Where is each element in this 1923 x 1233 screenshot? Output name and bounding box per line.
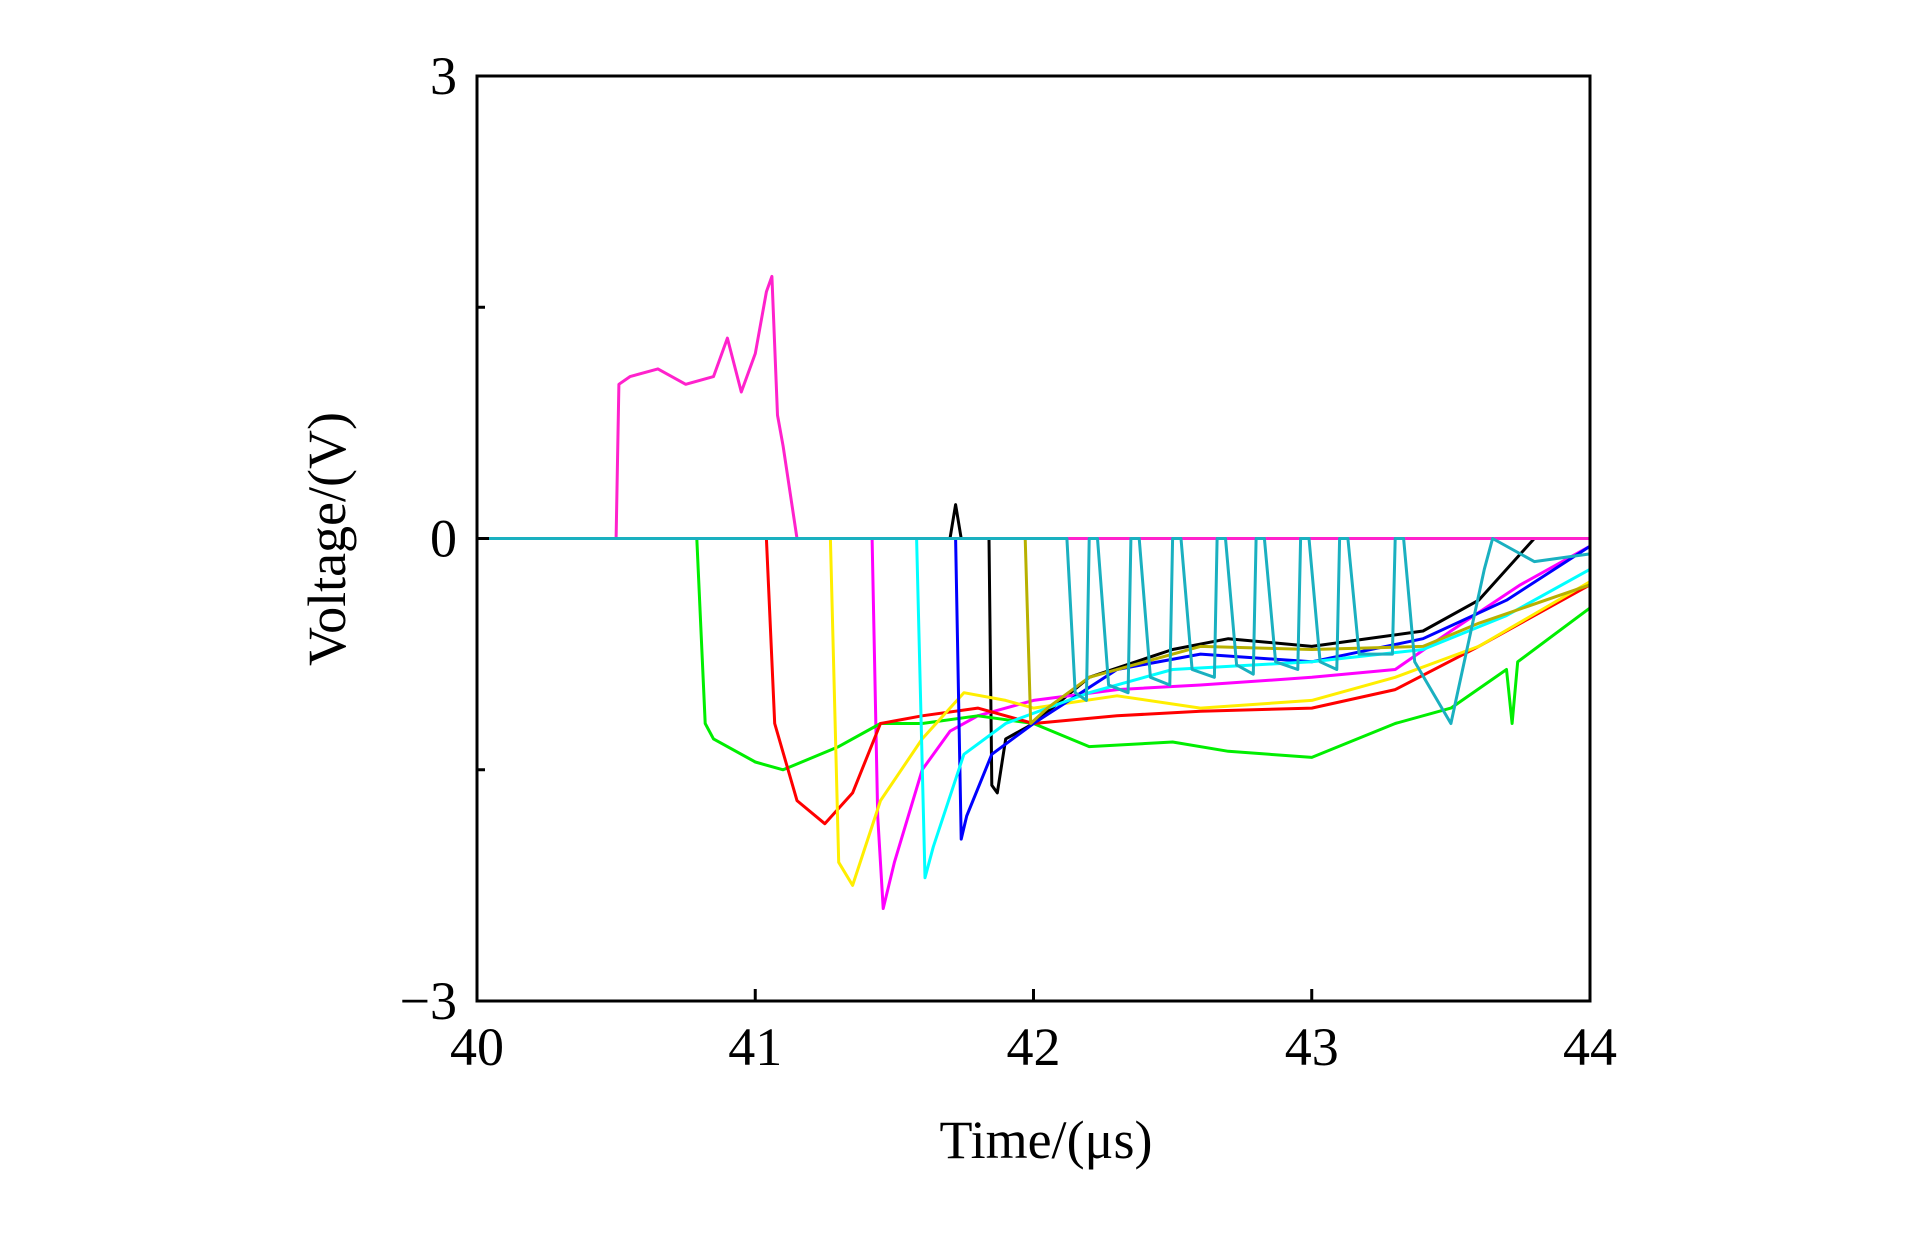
x-tick-label: 40: [450, 1017, 504, 1077]
y-tick-label: −3: [400, 971, 457, 1031]
data-line: [477, 537, 1591, 887]
y-tick-label: 3: [430, 46, 457, 106]
data-line: [477, 274, 1590, 540]
x-tick-label: 43: [1285, 1017, 1339, 1077]
x-tick-label: 41: [728, 1017, 782, 1077]
y-tick-label: 0: [430, 509, 457, 569]
data-line: [477, 537, 1591, 826]
x-axis-title: Time/(μs): [940, 1110, 1153, 1170]
data-line: [477, 537, 1591, 725]
data-line: [477, 537, 1591, 841]
data-line: [477, 503, 1590, 795]
x-tick-label: 44: [1563, 1017, 1617, 1077]
x-tick-label: 42: [1007, 1017, 1061, 1077]
data-line: [477, 537, 1591, 725]
y-axis-title: Voltage/(V): [297, 412, 357, 666]
data-line: [477, 537, 1591, 772]
